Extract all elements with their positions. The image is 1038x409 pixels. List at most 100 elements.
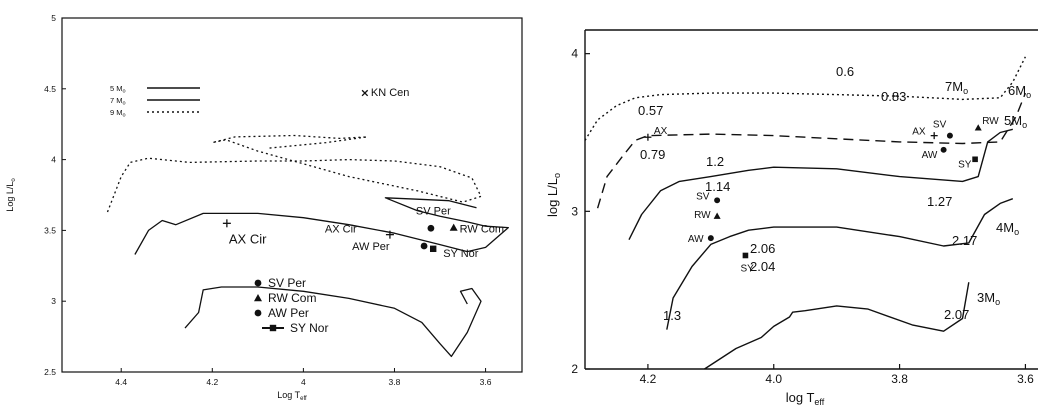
left-y-tick-label-4-5: 4.5 — [44, 84, 56, 94]
left-key-marker-aw-per — [254, 309, 262, 317]
left-x-tick-label-4-2: 4.2 — [206, 377, 218, 387]
left-legend-label-sub: o — [123, 89, 126, 95]
left-legend-label-9-m-o: 9 Mo — [110, 108, 126, 119]
left-star-label-ax-cir-0: AX Cir — [229, 231, 267, 246]
right-y-tick-label-2: 2 — [571, 362, 578, 376]
right-star-label-aw-8: AW — [922, 150, 938, 161]
right-track-7m-o — [584, 56, 1027, 141]
right-star-label-aw-3: AW — [688, 234, 704, 245]
right-y-axis-label: log L/Lo — [545, 173, 562, 217]
left-star-label-rw-com-3: RW Com — [460, 224, 504, 236]
left-star-marker-ax-cir-1 — [385, 230, 394, 239]
left-evolution-tracks — [106, 134, 509, 358]
left-x-tick-label-4-4: 4.4 — [115, 377, 127, 387]
right-annotation-2-07-9: 2.07 — [944, 307, 969, 322]
right-star-label-rw-2: RW — [694, 210, 711, 221]
left-plot-frame — [61, 17, 523, 373]
left-x-label-subscript: eff — [300, 396, 307, 402]
right-star-marker-aw-3 — [707, 235, 714, 242]
left-y-tick-label-3: 3 — [51, 296, 56, 306]
right-track-3m-o — [704, 282, 970, 370]
right-star-label-sy-4: SY — [740, 263, 754, 274]
right-star-marker-ax-0 — [644, 133, 652, 141]
right-annotation-1-2-4: 1.2 — [706, 154, 724, 169]
right-star-marker-rw-2 — [713, 212, 721, 219]
left-x-ticks: 4.4 4.2 4 3.8 3.6 — [115, 368, 492, 387]
right-x-tick-label-3-8: 3.8 — [891, 372, 908, 386]
left-y-ticks: 2.5 3 3.5 4 4.5 5 — [44, 13, 66, 377]
right-star-marker-sv-1 — [714, 197, 721, 204]
right-annotation-2-17-10: 2.17 — [952, 233, 977, 248]
left-star-label-kn-cen-6: KN Cen — [371, 87, 410, 99]
left-star-label-ax-cir-1: AX Cir — [325, 224, 357, 236]
left-star-marker-sy-nor-5 — [429, 245, 437, 253]
right-star-marker-sv-6 — [946, 132, 953, 139]
right-annotation-1-27-6: 1.27 — [927, 194, 952, 209]
left-y-tick-label-2-5: 2.5 — [44, 367, 56, 377]
left-y-tick-label-5: 5 — [51, 13, 56, 23]
left-track-5-m-o — [184, 286, 482, 358]
left-star-markers: AX Cir AX Cir SV Per RW Com AW Per SY Nor KN C… — [222, 87, 504, 260]
left-star-marker-kn-cen-6-b — [361, 89, 369, 97]
right-track-label-sub-4m-o: o — [1014, 227, 1019, 237]
left-star-marker-rw-com-3 — [449, 223, 458, 231]
left-legend: 5 Mo7 Mo9 Mo — [110, 84, 200, 119]
right-track-label-sub-3m-o: o — [995, 297, 1000, 307]
left-legend-label-sub: o — [123, 101, 126, 107]
right-track-label-3m-o: 3Mo — [977, 290, 1000, 307]
right-annotations: 0.6 0.83 0.57 0.79 1.2 1.14 1.27 2.06 2.04 2.07 2.… — [638, 64, 977, 323]
left-key-marker-sv-per — [254, 279, 262, 287]
right-x-tick-label-4-2: 4.2 — [640, 372, 657, 386]
right-y-label-subscript: o — [552, 173, 562, 178]
left-x-axis-label: Log Teff — [277, 390, 307, 402]
right-track-label-sub-6m-o: o — [1026, 90, 1031, 100]
right-y-tick-label-4: 4 — [571, 47, 578, 61]
left-star-label-aw-per-4: AW Per — [352, 241, 390, 253]
right-annotation-0-57-2: 0.57 — [638, 103, 663, 118]
right-x-tick-label-4-0: 4.0 — [765, 372, 782, 386]
right-y-ticks: 2 3 4 — [571, 47, 590, 376]
right-star-label-rw-7: RW — [982, 116, 999, 127]
left-key-label-sy-nor: SY Nor — [290, 321, 328, 335]
right-annotation-0-83-1: 0.83 — [881, 89, 906, 104]
left-key-label-sv-per: SV Per — [268, 276, 306, 290]
right-annotation-2-04-8: 2.04 — [750, 259, 775, 274]
left-star-marker-ax-cir-0 — [222, 219, 231, 228]
left-x-tick-label-3-8: 3.8 — [389, 377, 401, 387]
right-star-marker-ax-5 — [930, 132, 938, 140]
right-track-labels: 3Mo 4Mo 5Mo 6Mo 7Mo — [945, 79, 1031, 307]
left-star-marker-kn-cen-6 — [361, 89, 369, 97]
right-track-label-4m-o: 4Mo — [996, 220, 1019, 237]
left-star-marker-aw-per-4 — [420, 242, 428, 250]
left-track-9-m-o — [106, 134, 482, 213]
right-track-label-sub-7m-o: o — [963, 86, 968, 96]
right-star-marker-rw-7 — [974, 124, 982, 131]
right-x-ticks: 4.2 4.0 3.8 3.6 — [640, 364, 1034, 386]
left-key-marker-sy-nor — [269, 324, 277, 332]
right-track-label-7m-o: 7Mo — [945, 79, 968, 96]
right-star-label-sv-1: SV — [696, 191, 710, 202]
right-star-markers: AX SV RW AW SY AX SV RW AW SY — [644, 116, 999, 274]
left-star-label-sy-nor-5: SY Nor — [443, 248, 479, 260]
right-track-5m-o — [628, 128, 1013, 241]
left-key-label-aw-per: AW Per — [268, 306, 309, 320]
right-star-marker-sy-9 — [972, 156, 978, 163]
right-hr-diagram: 4.2 4.0 3.8 3.6 2 3 4 log Teff log L/Lo AX SV R… — [545, 29, 1038, 407]
left-key-marker-rw-com — [254, 294, 262, 302]
right-annotation-1-3-11: 1.3 — [663, 308, 681, 323]
right-annotation-0-79-3: 0.79 — [640, 147, 665, 162]
right-annotation-2-06-7: 2.06 — [750, 241, 775, 256]
right-track-label-5m-o: 5Mo — [1004, 113, 1027, 130]
right-evolution-tracks — [584, 56, 1027, 370]
left-key-label-rw-com: RW Com — [268, 291, 316, 305]
right-track-label-6m-o: 6Mo — [1008, 83, 1031, 100]
right-track-label-sub-5m-o: o — [1022, 120, 1027, 130]
left-track-7-m-o — [134, 197, 509, 255]
right-track-4m-o — [666, 198, 1014, 330]
left-x-tick-label-4: 4 — [301, 377, 306, 387]
left-star-label-sv-per-2: SV Per — [416, 205, 451, 217]
right-star-label-sy-9: SY — [958, 159, 972, 170]
left-legend-label-unit: M — [116, 96, 122, 105]
right-x-axis-label: log Teff — [786, 390, 825, 407]
